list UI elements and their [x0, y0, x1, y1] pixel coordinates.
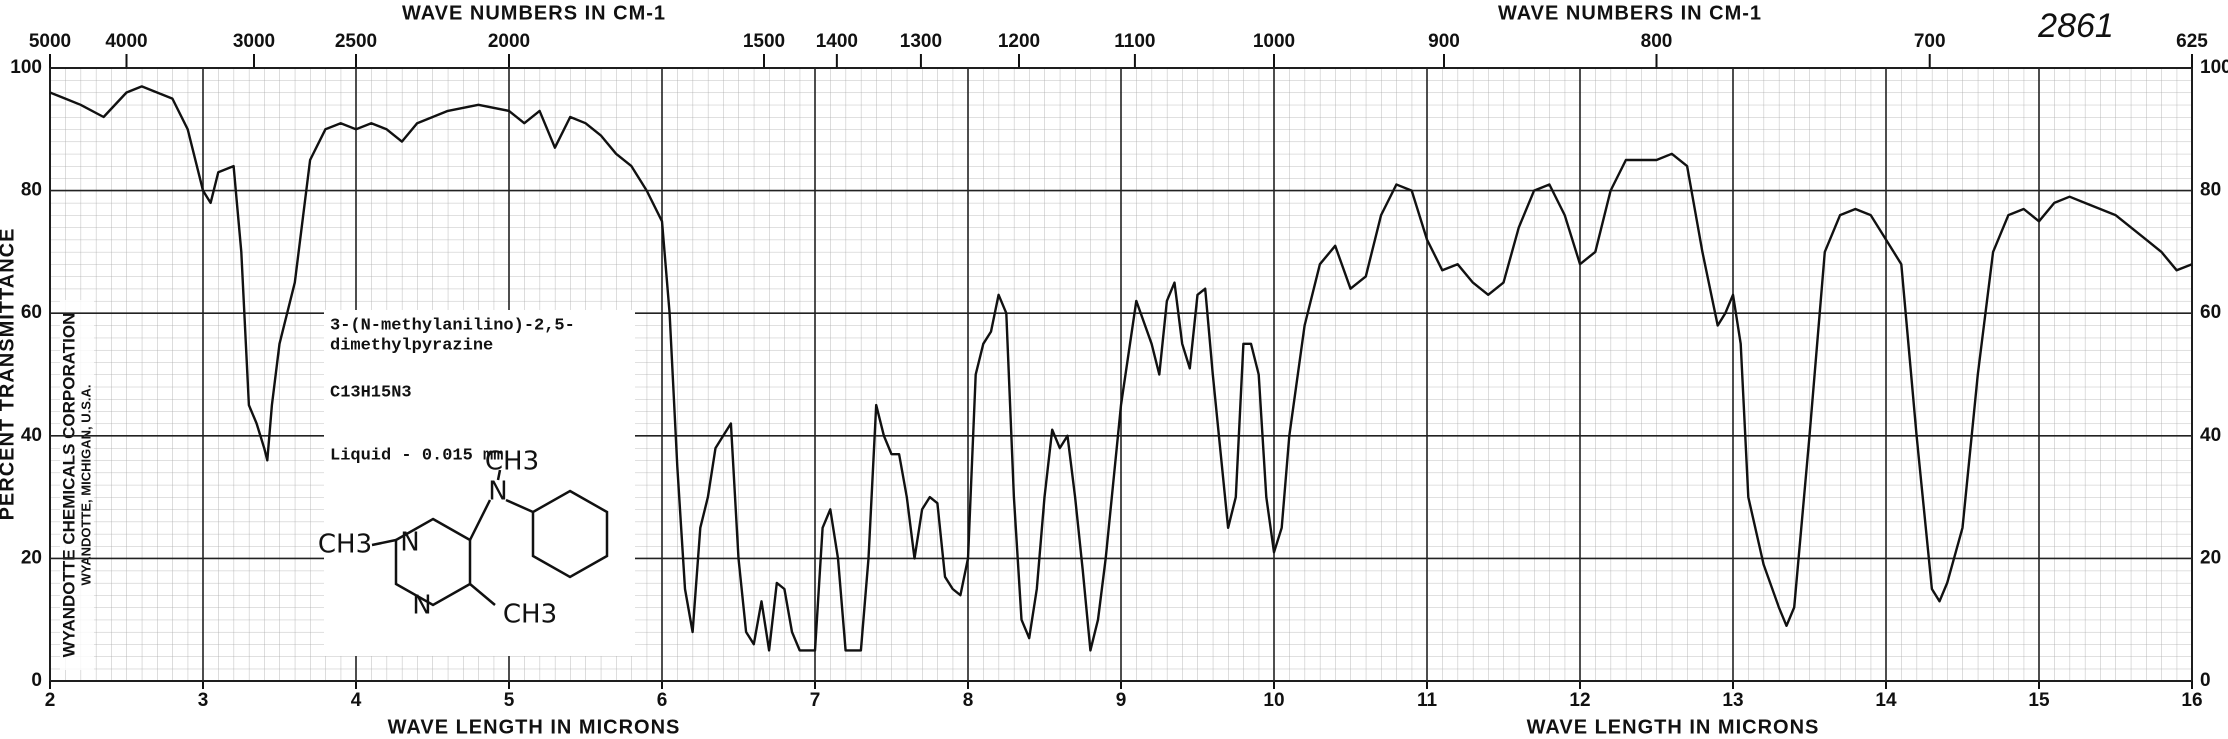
- x-tick-label: 16: [2181, 690, 2202, 711]
- top-tick-label: 4000: [105, 31, 147, 52]
- structure-label: N: [488, 477, 507, 507]
- top-tick-label: 2000: [488, 31, 530, 52]
- y-tick-label: 0: [31, 670, 42, 691]
- x-tick-label: 12: [1569, 690, 1590, 711]
- top-tick-label: 1400: [816, 31, 858, 52]
- structure-label: CH3: [318, 530, 372, 560]
- y-tick-label: 80: [21, 180, 42, 201]
- top-axis-label: WAVE NUMBERS IN CM-1: [402, 2, 666, 24]
- bonds: [371, 469, 534, 606]
- formula: C13H15N3: [330, 383, 412, 402]
- top-tick-label: 1000: [1253, 31, 1295, 52]
- y-tick-label-right: 20: [2200, 547, 2221, 568]
- top-axis-label: WAVE NUMBERS IN CM-1: [1498, 2, 1762, 24]
- publisher-address: WYANDOTTE, MICHIGAN, U.S.A.: [78, 384, 93, 585]
- sample: Liquid - 0.015 mm: [330, 446, 503, 465]
- publisher-band: [60, 300, 94, 670]
- top-tick-label: 2500: [335, 31, 377, 52]
- top-tick-label: 1300: [900, 31, 942, 52]
- compound-name: dimethylpyrazine: [330, 336, 493, 355]
- top-tick-label: 1500: [743, 31, 785, 52]
- x-tick-label: 11: [1417, 690, 1438, 711]
- x-axis-label: WAVE LENGTH IN MICRONS: [1527, 716, 1820, 738]
- publisher: WYANDOTTE CHEMICALS CORPORATION: [59, 313, 78, 658]
- y-tick-label-right: 80: [2200, 180, 2221, 201]
- x-axis-label: WAVE LENGTH IN MICRONS: [388, 716, 681, 738]
- structure-label: N: [400, 528, 419, 558]
- structure-label: CH3: [485, 447, 539, 477]
- structure-label: CH3: [503, 600, 557, 630]
- top-tick-label: 700: [1914, 31, 1946, 52]
- x-tick-label: 5: [504, 690, 515, 711]
- y-tick-label-right: 60: [2200, 302, 2221, 323]
- x-tick-label: 7: [810, 690, 821, 711]
- x-tick-label: 4: [351, 690, 362, 711]
- x-tick-label: 2: [45, 690, 56, 711]
- catalog-number: 2861: [2037, 7, 2114, 45]
- top-tick-label: 625: [2176, 31, 2208, 52]
- x-tick-label: 15: [2028, 690, 2050, 711]
- y-tick-label: 20: [21, 547, 42, 568]
- x-tick-label: 8: [963, 690, 974, 711]
- x-tick-label: 6: [657, 690, 668, 711]
- top-tick-label: 1100: [1114, 31, 1155, 52]
- y-tick-label-right: 100: [2200, 57, 2228, 78]
- y-tick-label: 40: [21, 425, 42, 446]
- y-tick-label: 100: [10, 57, 42, 78]
- y-tick-label-right: 40: [2200, 425, 2221, 446]
- x-tick-label: 14: [1875, 690, 1897, 711]
- y-tick-label-right: 0: [2200, 670, 2211, 691]
- top-tick-label: 900: [1428, 31, 1460, 52]
- top-tick-label: 1200: [998, 31, 1040, 52]
- spectrum-line: [49, 85, 2193, 652]
- structure-label: N: [412, 591, 431, 621]
- top-tick-label: 3000: [233, 31, 275, 52]
- top-tick-label: 5000: [29, 31, 71, 52]
- top-tick-label: 800: [1641, 31, 1673, 52]
- structure: [371, 469, 609, 607]
- y-tick-label: 60: [21, 302, 42, 323]
- x-tick-label: 10: [1263, 690, 1284, 711]
- info-box: [324, 310, 635, 656]
- compound-name: 3-(N-methylanilino)-2,5-: [330, 316, 575, 335]
- x-tick-label: 13: [1722, 690, 1743, 711]
- x-tick-label: 3: [198, 690, 209, 711]
- x-tick-label: 9: [1116, 690, 1127, 711]
- y-axis-label: PERCENT TRANSMITTANCE: [0, 228, 18, 521]
